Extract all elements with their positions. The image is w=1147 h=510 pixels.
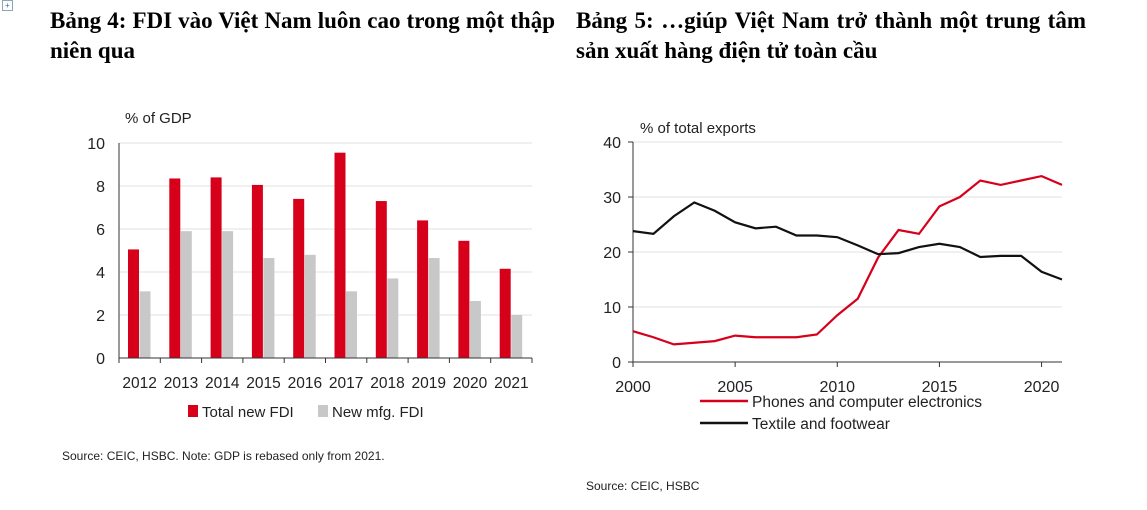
bar-new-mfg-fdi (346, 291, 357, 358)
y-tick-label: 0 (612, 355, 621, 372)
x-tick-label: 2015 (922, 379, 958, 396)
line-textile-footwear (632, 201, 1063, 281)
y-axis-label: % of GDP (125, 110, 192, 127)
bar-total-new-fdi (375, 201, 387, 358)
bar-new-mfg-fdi (139, 291, 151, 358)
y-tick-label: 0 (96, 351, 105, 368)
bar-total-new-fdi (293, 198, 305, 358)
x-tick-label: 2020 (453, 375, 488, 392)
bar-total-new-fdi (334, 152, 346, 358)
legend-label: Total new FDI (202, 404, 294, 421)
x-tick-label: 2012 (122, 375, 156, 392)
bar-total-new-fdi (210, 177, 222, 358)
legend-label: Phones and computer electronics (752, 394, 982, 411)
y-tick-label: 10 (87, 136, 105, 153)
y-tick-label: 10 (603, 300, 621, 317)
bar-new-mfg-fdi (304, 254, 316, 358)
legend-swatch (318, 405, 328, 417)
bar-total-new-fdi (251, 184, 263, 358)
x-tick-label: 2013 (164, 375, 198, 392)
bar-new-mfg-fdi (263, 258, 275, 358)
x-tick-label: 2015 (246, 375, 280, 392)
bar-total-new-fdi (499, 268, 511, 358)
bar-new-mfg-fdi (387, 278, 399, 358)
bar-total-new-fdi (169, 178, 181, 358)
x-tick-label: 2017 (329, 375, 363, 392)
legend-label: Textile and footwear (752, 416, 890, 433)
line-phones-electronics (632, 174, 1063, 346)
bar-new-mfg-fdi (428, 258, 440, 358)
source-note-left: Source: CEIC, HSBC. Note: GDP is rebased… (62, 449, 385, 463)
y-tick-label: 30 (603, 190, 621, 207)
bar-new-mfg-fdi (180, 231, 192, 358)
y-tick-label: 4 (96, 265, 105, 282)
y-tick-label: 40 (603, 135, 621, 152)
x-tick-label: 2016 (288, 375, 322, 392)
bar-new-mfg-fdi (469, 301, 481, 358)
y-tick-label: 6 (96, 222, 105, 239)
chart-title-right: Bảng 5: …giúp Việt Nam trở thành một tru… (576, 8, 1086, 63)
bar-new-mfg-fdi (511, 315, 523, 358)
y-tick-label: 20 (603, 245, 621, 262)
source-note-right: Source: CEIC, HSBC (586, 479, 700, 493)
x-tick-label: 2020 (1024, 379, 1060, 396)
y-axis-label: % of total exports (640, 120, 756, 137)
x-tick-label: 2005 (717, 379, 753, 396)
anchor-icon: + (2, 0, 13, 11)
bar-new-mfg-fdi (222, 231, 234, 358)
chart-title-left: Bảng 4: FDI vào Việt Nam luôn cao trong … (50, 8, 555, 63)
x-tick-label: 2019 (412, 375, 446, 392)
x-tick-label: 2014 (205, 375, 240, 392)
x-tick-label: 2010 (819, 379, 855, 396)
bar-total-new-fdi (128, 249, 139, 358)
x-tick-label: 2021 (494, 375, 528, 392)
legend-swatch (188, 405, 198, 417)
x-tick-label: 2000 (615, 379, 651, 396)
legend-label: New mfg. FDI (332, 404, 424, 421)
y-tick-label: 8 (96, 179, 105, 196)
bar-total-new-fdi (417, 220, 429, 358)
bar-total-new-fdi (458, 240, 470, 358)
y-tick-label: 2 (96, 308, 105, 325)
x-tick-label: 2018 (370, 375, 404, 392)
